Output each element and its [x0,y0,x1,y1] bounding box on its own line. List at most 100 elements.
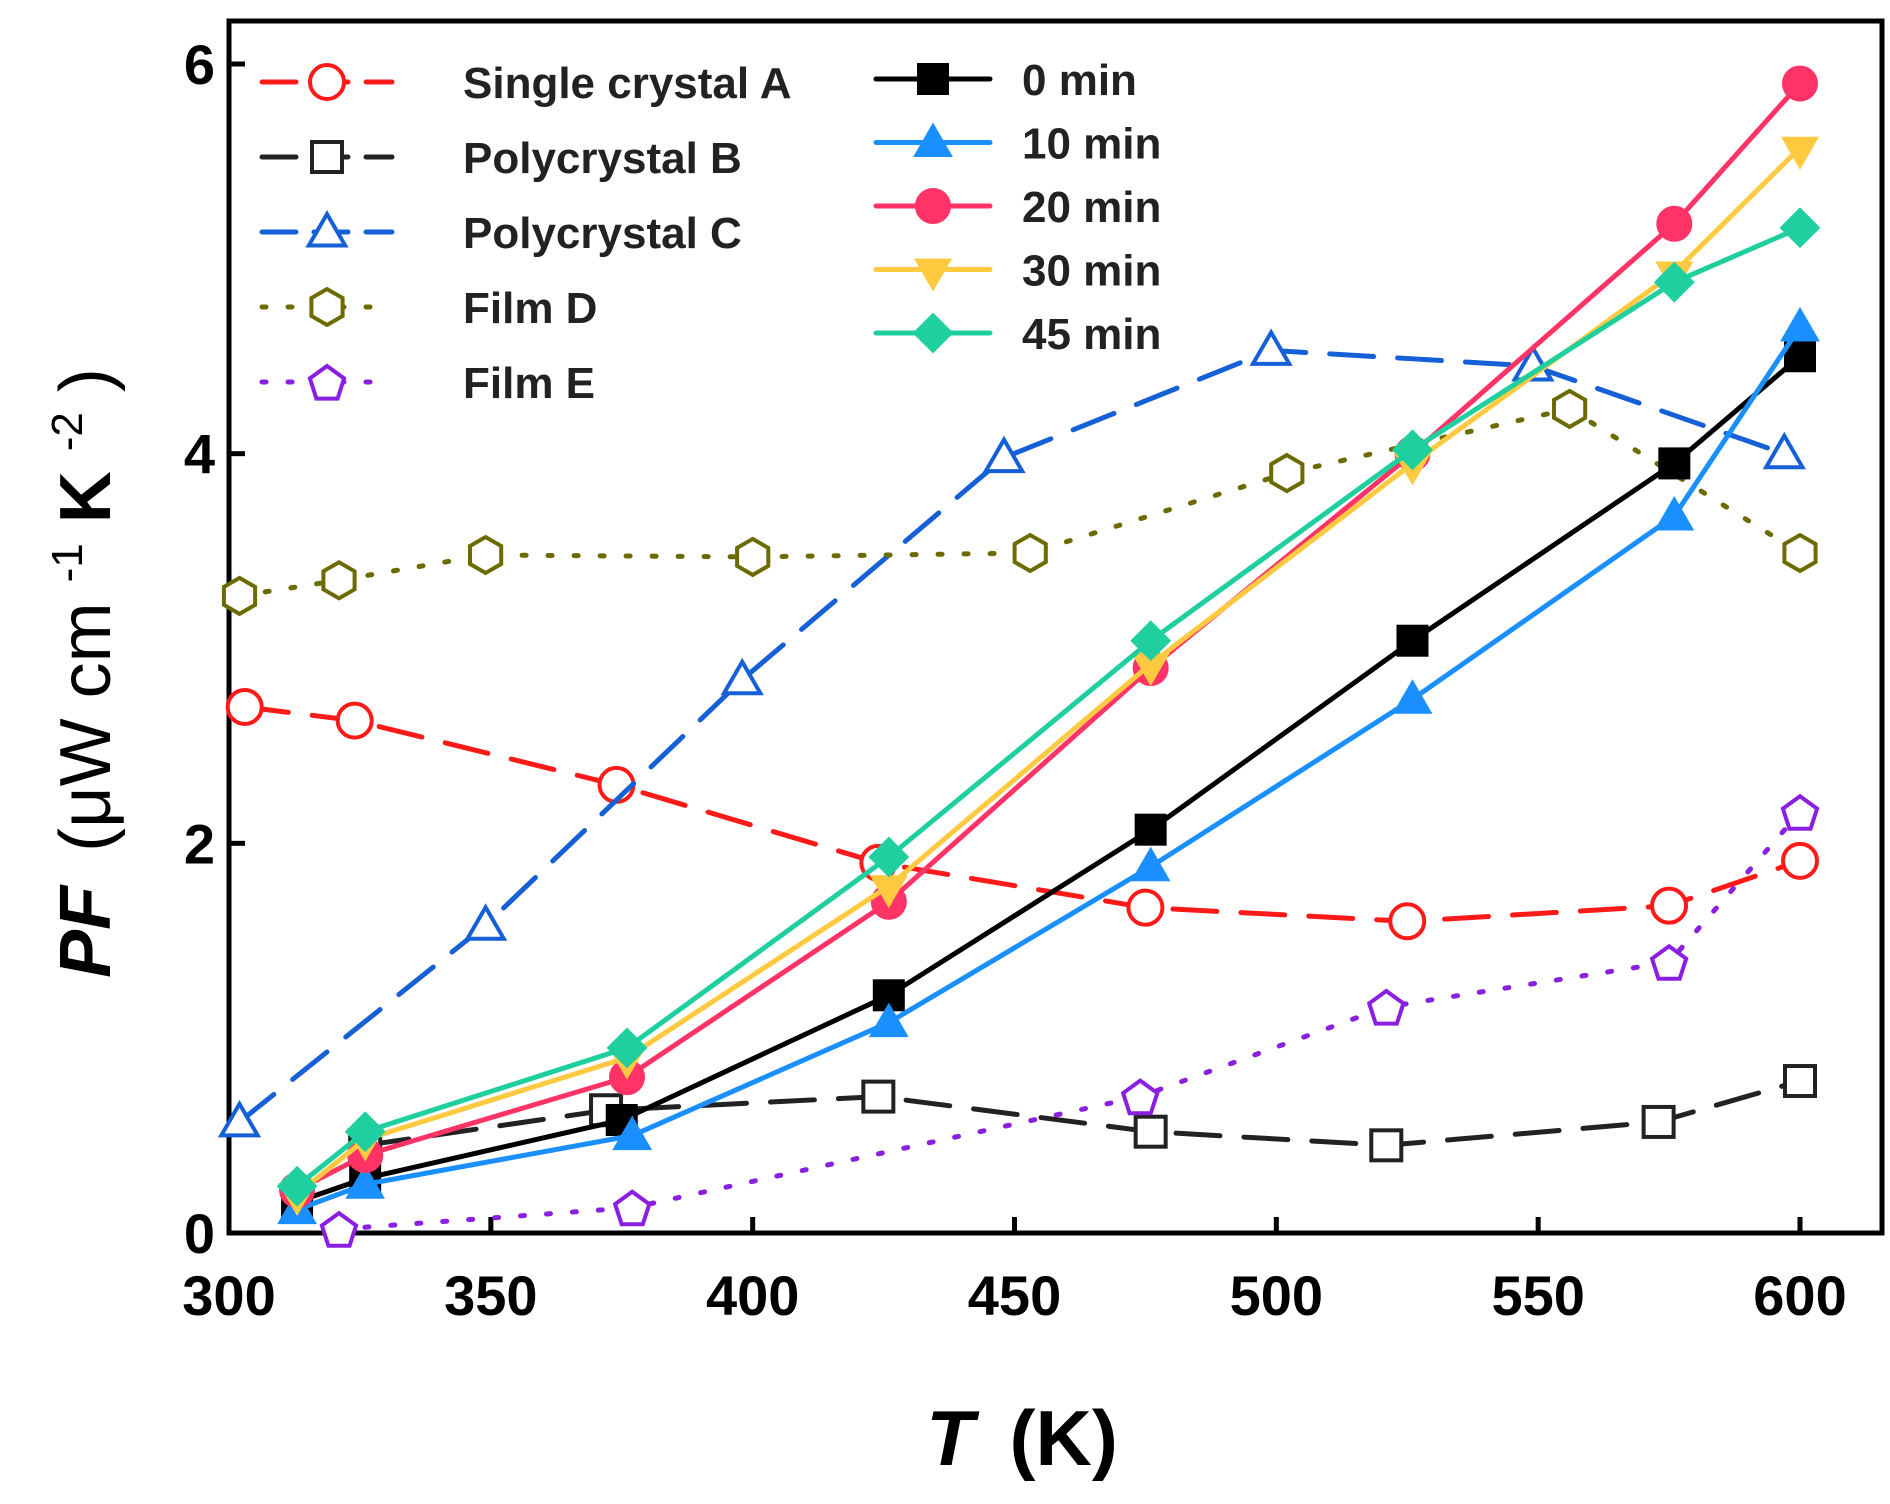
data-point-10-min [345,1164,386,1199]
legend-times: 0 min 10 min 20 min 30 min 45 min [873,56,1161,359]
data-point-single-crystal-a [1650,886,1689,925]
legend-label-film-d: Film D [463,284,597,333]
legend-marker-film-d [309,286,345,328]
data-point-45-min [606,1027,648,1069]
series-line-30-min [294,145,1803,1197]
legend-entry-film-e: Film E [259,359,595,408]
data-point-45-min [1392,429,1433,471]
data-point-film-d [321,559,357,601]
data-point-film-d [1552,388,1588,430]
y-tick-label: 0 [184,1202,215,1265]
x-tick-label: 600 [1753,1264,1846,1327]
legend-marker-10-min [913,122,953,157]
y-axis-label-exponent-1: -1 [43,543,92,582]
y-axis-label-unit-start: (μW cm [46,602,126,851]
legend-label-single-crystal-a: Single crystal A [463,59,792,108]
data-point-film-e [1649,943,1689,981]
y-tick-label: 6 [184,33,215,96]
data-point-0-min [1658,447,1691,480]
x-tick-label: 350 [444,1264,537,1327]
legend-entry-single-crystal-a: Single crystal A [259,59,792,108]
y-axis-label-unit-end: ) [46,368,126,392]
legend-marker-film-e [307,363,347,401]
legend-marker-polycrystal-b [310,140,344,174]
data-point-polycrystal-c [463,903,508,941]
legend-label-30-min: 30 min [1022,247,1161,296]
data-point-single-crystal-a [1781,841,1819,880]
legend-marker-single-crystal-a [308,63,346,101]
data-point-polycrystal-b [1641,1104,1676,1139]
data-point-0-min [1134,813,1167,846]
data-point-polycrystal-b [1133,1114,1168,1149]
data-point-10-min [612,1115,653,1151]
legend-marker-0-min [917,63,949,95]
data-point-single-crystal-a [1388,902,1427,941]
y-axis-label-unit-mid: K [46,471,126,523]
legend-layer: Single crystal A Polycrystal B Polycrystal… [259,56,1161,408]
data-point-polycrystal-b [1369,1128,1404,1163]
legend-entry-10-min: 10 min [873,120,1161,169]
legend-entry-45-min: 45 min [873,310,1161,359]
data-point-film-d [468,534,504,576]
data-point-10-min [1392,679,1433,714]
series-10-min [277,307,1820,1225]
legend-marker-polycrystal-c [305,210,349,248]
y-tick-label: 2 [184,812,215,875]
series-film-e [319,793,1820,1248]
data-point-45-min [868,836,910,878]
data-point-10-min [1654,496,1695,531]
legend-marker-30-min [913,258,953,292]
data-point-film-e [319,1210,359,1248]
legend-entry-0-min: 0 min [873,56,1137,105]
legend-label-45-min: 45 min [1022,310,1161,359]
legend-label-polycrystal-c: Polycrystal C [463,209,742,258]
data-point-polycrystal-b [1783,1064,1817,1099]
y-axis-label-exponent-2: -2 [43,412,92,451]
y-axis-label-variable: PF [46,884,126,978]
data-point-45-min [1779,207,1821,249]
legend-samples: Single crystal A Polycrystal B Polycrystal… [259,59,792,408]
data-point-10-min [868,1002,909,1038]
svg-text:PF (μW cm -1: PF (μW cm -1 K -2 ) [18,368,126,978]
legend-label-polycrystal-b: Polycrystal B [463,134,742,183]
x-tick-label: 450 [968,1264,1061,1327]
data-point-45-min [344,1111,386,1153]
data-point-film-d [1012,532,1048,574]
legend-label-0-min: 0 min [1022,56,1137,105]
legend-label-film-e: Film E [463,359,595,408]
series-line-10-min [294,324,1803,1213]
data-point-film-e [1780,793,1820,831]
data-point-polycrystal-c [720,657,764,696]
data-point-film-e [612,1189,652,1227]
data-point-film-d [221,575,258,617]
series-line-45-min [294,225,1803,1189]
legend-entry-polycrystal-c: Polycrystal C [259,209,742,258]
legend-entry-polycrystal-b: Polycrystal B [259,134,742,183]
x-tick-label: 500 [1230,1264,1323,1327]
series-45-min [276,207,1821,1207]
series-polycrystal-c [217,328,1806,1138]
x-tick-label: 400 [706,1264,799,1327]
data-point-film-d [735,536,771,578]
data-point-film-e [1120,1078,1160,1116]
series-line-film-d [237,406,1803,599]
data-point-45-min [1130,620,1172,662]
x-axis-label-unit: (K) [1010,1394,1118,1482]
data-point-polycrystal-c [1249,328,1293,366]
series-line-single-crystal-a [242,704,1803,924]
series-single-crystal-a [225,687,1819,941]
ticks-layer: 300 350 400 450 500 550 600 0 2 4 6 [182,33,1846,1327]
y-tick-label: 4 [184,423,215,486]
data-point-film-d [1782,532,1818,574]
x-axis-label-variable: T [926,1394,980,1482]
series-line-0-min [294,353,1803,1205]
series-film-d [221,388,1818,617]
legend-entry-20-min: 20 min [873,183,1161,232]
data-point-45-min [1653,261,1695,303]
legend-entry-film-d: Film D [259,284,597,333]
data-point-single-crystal-a [335,701,374,740]
series-layer [217,65,1821,1248]
legend-entry-30-min: 30 min [873,247,1161,296]
